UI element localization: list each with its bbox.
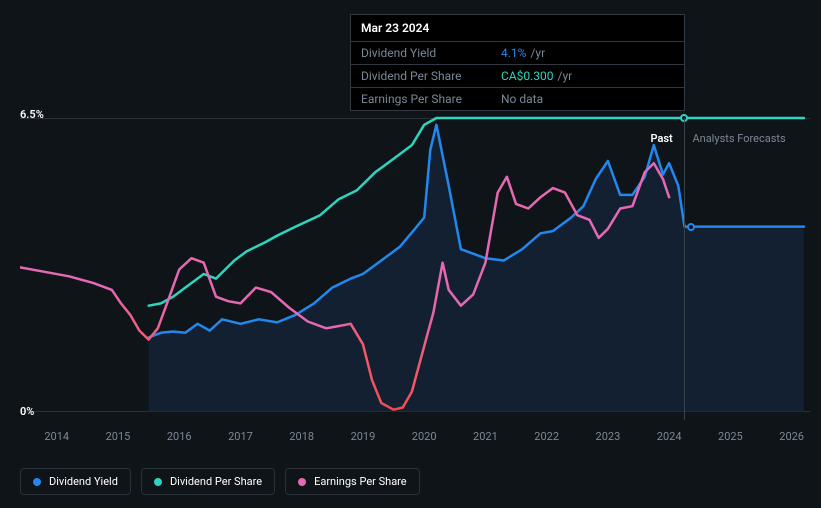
x-axis-tick: 2018 — [289, 430, 314, 443]
legend-item[interactable]: Dividend Per Share — [141, 468, 275, 495]
legend-item[interactable]: Earnings Per Share — [285, 468, 420, 495]
tooltip-row-value: 4.1% — [501, 46, 526, 60]
tooltip-row-label: Dividend Yield — [361, 46, 501, 60]
tooltip-row-value: CA$0.300 — [501, 69, 554, 83]
x-axis-tick: 2020 — [412, 430, 437, 443]
x-axis-tick: 2014 — [44, 430, 69, 443]
tooltip-row: Earnings Per ShareNo data — [351, 87, 684, 110]
tooltip-row-label: Dividend Per Share — [361, 69, 501, 83]
tooltip-date: Mar 23 2024 — [351, 15, 684, 41]
chart-tooltip: Mar 23 2024 Dividend Yield4.1%/yrDividen… — [350, 14, 685, 111]
x-axis-tick: 2025 — [718, 430, 743, 443]
x-axis-tick: 2024 — [657, 430, 682, 443]
legend-dot — [33, 478, 41, 486]
series-marker — [687, 223, 695, 231]
x-axis-tick: 2019 — [351, 430, 376, 443]
x-axis-tick: 2016 — [167, 430, 192, 443]
x-axis-tick: 2022 — [534, 430, 559, 443]
legend-label: Earnings Per Share — [314, 475, 407, 488]
tooltip-row-value: No data — [501, 92, 543, 106]
chart-legend: Dividend Yield Dividend Per Share Earnings… — [20, 468, 420, 495]
tooltip-row: Dividend Yield4.1% /yr — [351, 41, 684, 64]
x-axis-tick: 2023 — [596, 430, 621, 443]
legend-dot — [298, 478, 306, 486]
past-label: Past — [650, 132, 672, 145]
forecast-label: Analysts Forecasts — [692, 132, 785, 145]
x-axis-tick: 2021 — [473, 430, 498, 443]
x-axis-tick: 2017 — [228, 430, 253, 443]
chart-plot-area: 6.5% 0% — [20, 110, 810, 420]
past-forecast-divider — [684, 118, 685, 420]
legend-item[interactable]: Dividend Yield — [20, 468, 131, 495]
chart-svg — [20, 110, 810, 420]
tooltip-row-suffix: /yr — [558, 69, 573, 83]
x-axis-tick: 2015 — [106, 430, 131, 443]
legend-label: Dividend Per Share — [170, 475, 262, 488]
x-axis: 2014 2015 2016 2017 2018 2019 2020 2021 2022 2023… — [20, 430, 810, 450]
tooltip-row: Dividend Per ShareCA$0.300/yr — [351, 64, 684, 87]
legend-dot — [154, 478, 162, 486]
tooltip-row-suffix: /yr — [530, 46, 545, 60]
legend-label: Dividend Yield — [49, 475, 118, 488]
tooltip-row-label: Earnings Per Share — [361, 92, 501, 106]
x-axis-tick: 2026 — [779, 430, 804, 443]
